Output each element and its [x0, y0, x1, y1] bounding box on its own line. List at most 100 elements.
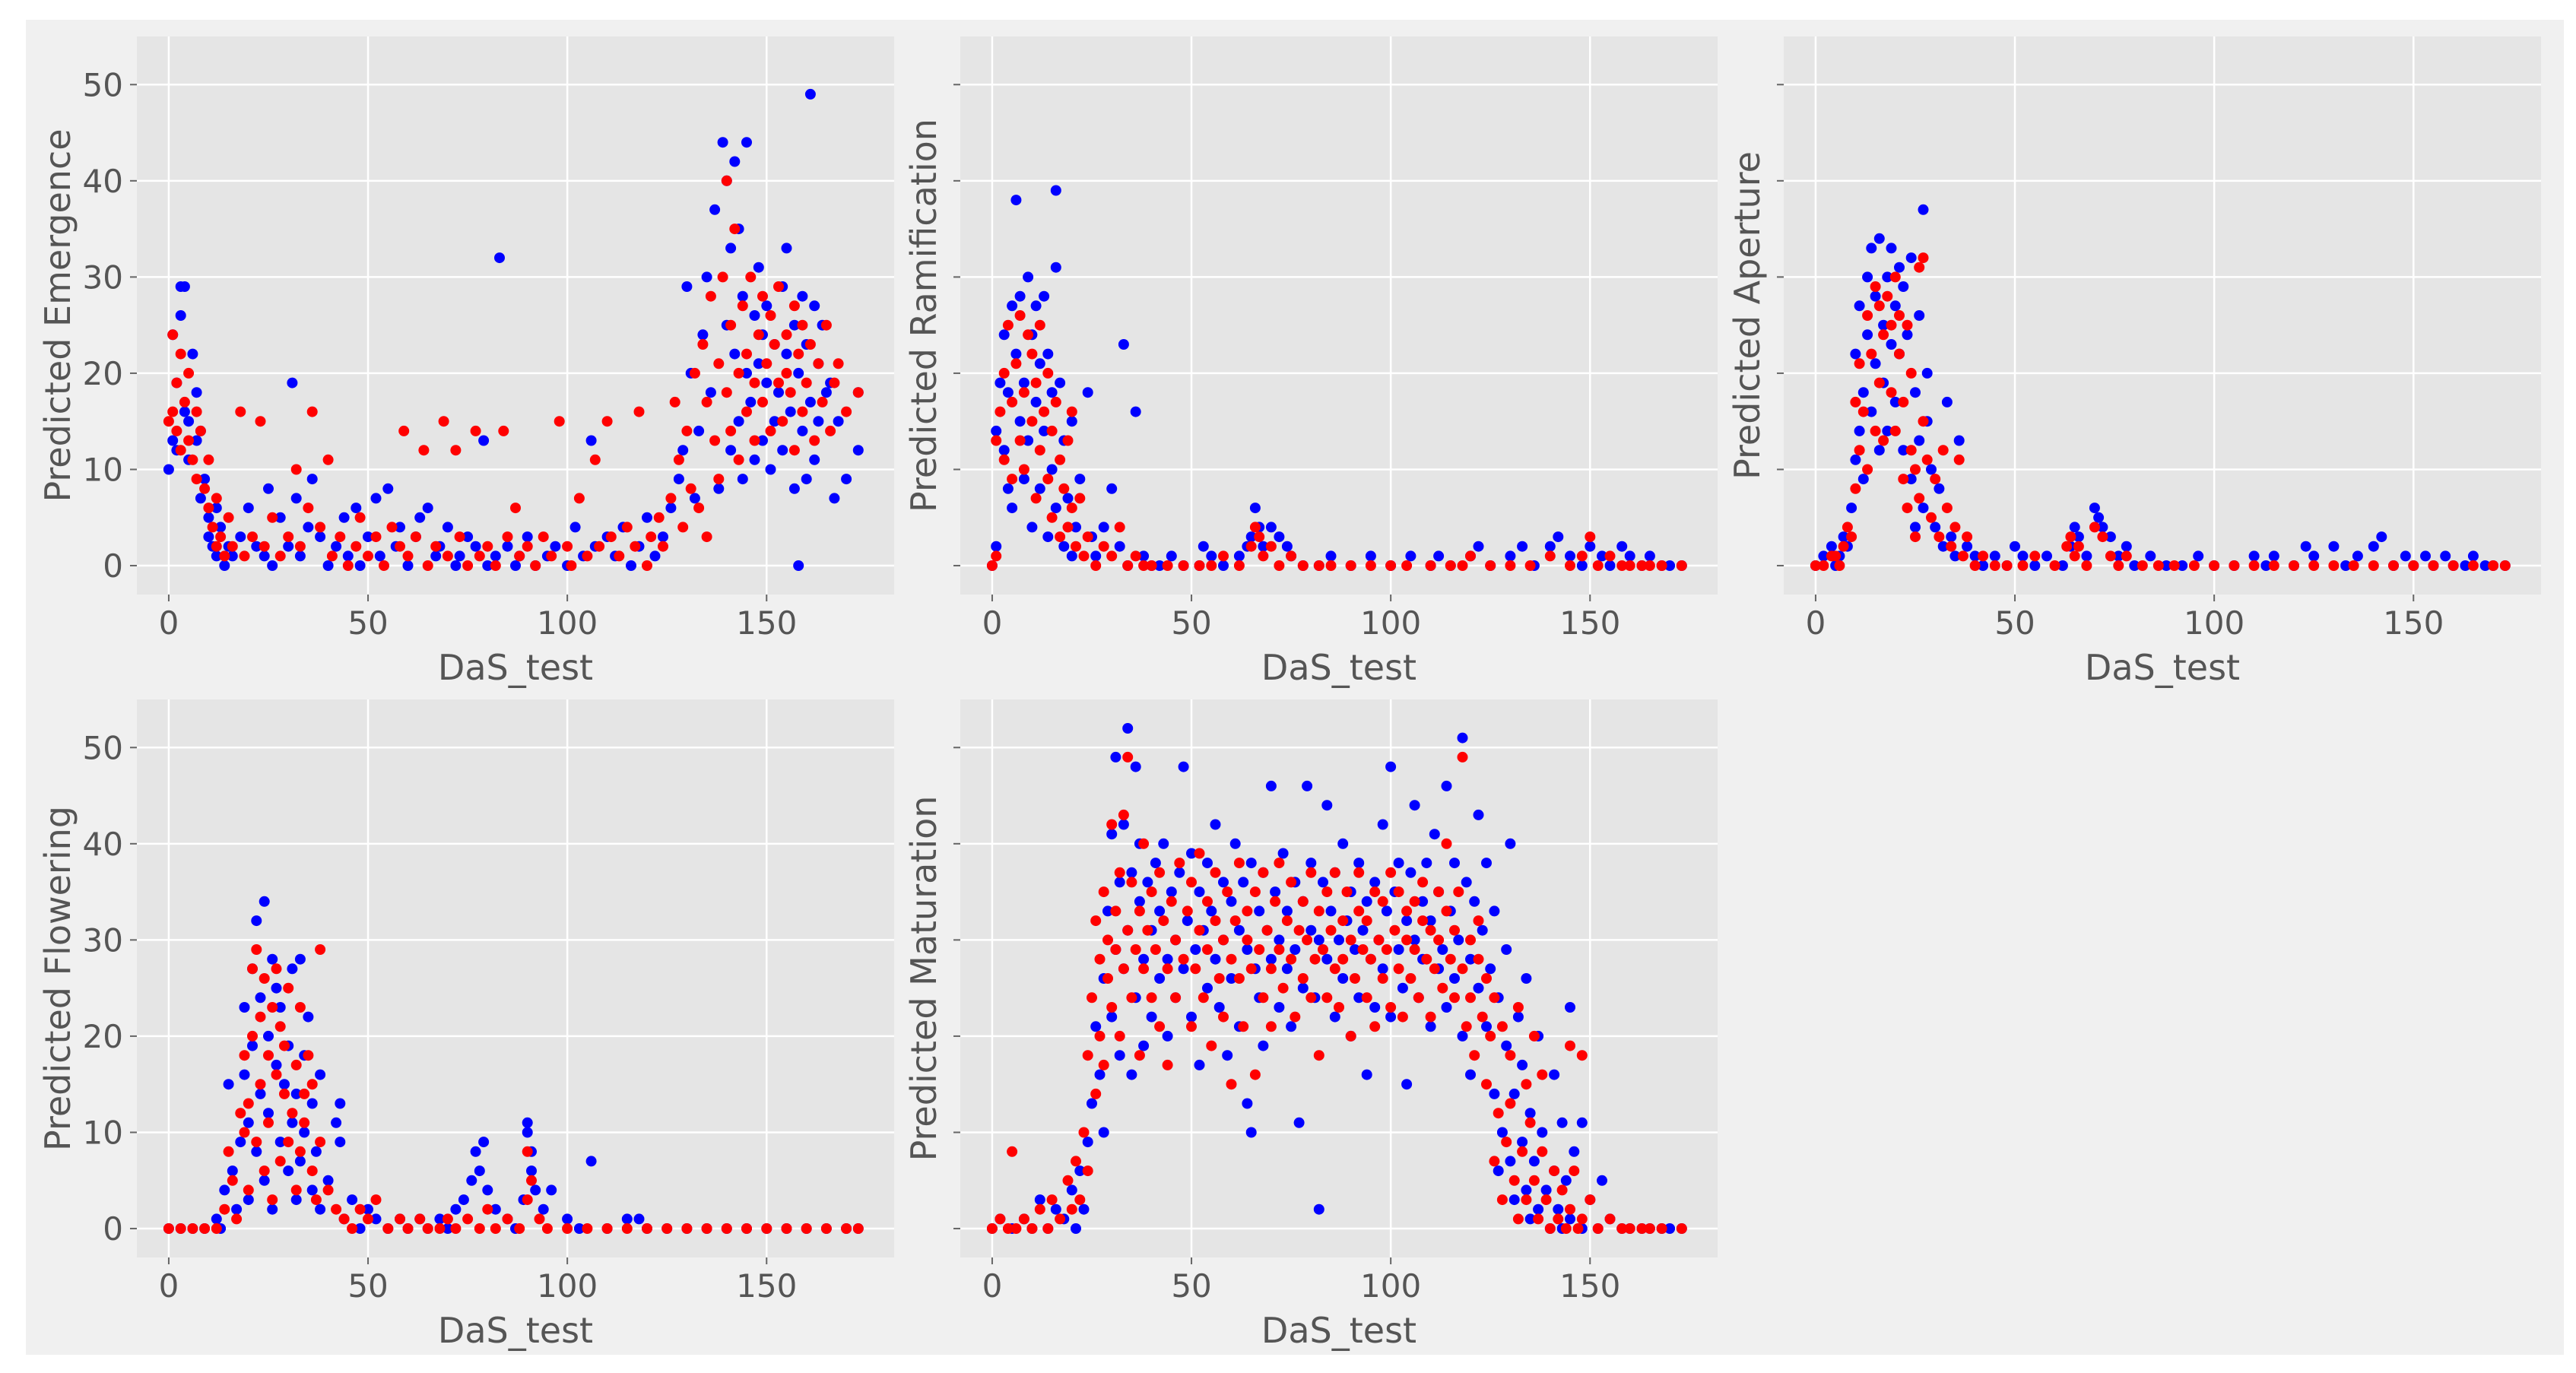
point-blue [1174, 867, 1185, 878]
point-blue [315, 531, 326, 543]
point-red [1918, 252, 1929, 264]
point-blue [1050, 185, 1061, 196]
y-axis-label: Predicted Flowering [37, 806, 78, 1151]
point-blue [219, 560, 230, 571]
point-blue [243, 1117, 254, 1128]
x-tick-label: 150 [1559, 604, 1620, 642]
y-tick-label: 30 [83, 921, 123, 959]
point-red [1461, 1021, 1472, 1032]
point-blue [1882, 271, 1893, 283]
point-blue [1026, 522, 1038, 533]
point-red [255, 1011, 266, 1023]
point-red [1002, 1223, 1014, 1234]
point-blue [1150, 858, 1161, 869]
point-red [1229, 915, 1241, 927]
point-blue [1517, 541, 1528, 552]
point-blue [255, 992, 266, 1004]
point-red [1233, 973, 1245, 984]
point-red [1297, 560, 1309, 571]
point-blue [306, 1184, 318, 1196]
point-red [1353, 867, 1365, 878]
point-red [1258, 992, 1269, 1004]
point-blue [1178, 963, 1189, 975]
point-blue [1393, 858, 1404, 869]
point-red [1002, 319, 1014, 331]
point-red [1118, 809, 1129, 820]
point-red [801, 377, 812, 388]
point-red [1142, 924, 1153, 936]
point-red [1918, 416, 1929, 427]
point-blue [1329, 1011, 1340, 1023]
point-blue [1018, 377, 1029, 388]
point-red [721, 175, 732, 186]
point-blue [1162, 953, 1173, 965]
point-red [223, 512, 234, 523]
point-blue [1905, 252, 1917, 264]
point-blue [1050, 1203, 1061, 1215]
point-blue [2073, 531, 2084, 543]
point-blue [1889, 396, 1901, 407]
point-red [1905, 445, 1917, 456]
point-red [1066, 503, 1077, 514]
point-red [1846, 531, 1857, 543]
subplot-predicted-emergence: 0 50 100 150 0 10 20 30 40 50 DaS_test Predicted Em… [37, 36, 894, 688]
point-blue [1114, 541, 1125, 552]
point-blue [283, 1165, 294, 1177]
point-red [274, 1156, 286, 1167]
point-blue [841, 474, 852, 485]
point-red [263, 1050, 274, 1061]
point-red [386, 522, 398, 533]
point-blue [585, 1156, 597, 1167]
point-blue [741, 367, 752, 379]
point-red [1512, 1002, 1524, 1013]
point-blue [1962, 541, 1973, 552]
point-red [1676, 560, 1687, 571]
point-red [514, 1223, 525, 1234]
point-red [1656, 560, 1667, 571]
point-blue [227, 550, 238, 562]
point-red [1162, 1059, 1173, 1070]
point-red [1058, 483, 1070, 494]
point-blue [2400, 550, 2411, 562]
point-red [1106, 819, 1118, 830]
point-blue [673, 474, 684, 485]
point-red [2152, 560, 2164, 571]
point-red [1305, 992, 1317, 1004]
point-red [1098, 541, 1109, 552]
point-red [1350, 973, 1360, 984]
point-red [1978, 550, 1989, 562]
point-blue [1473, 982, 1484, 994]
point-red [1377, 896, 1388, 907]
point-red [1090, 915, 1102, 927]
y-tick-label: 40 [83, 163, 123, 200]
point-blue [259, 550, 270, 562]
point-blue [1505, 1156, 1516, 1167]
point-blue [1023, 271, 1034, 283]
point-red [1233, 858, 1245, 869]
point-red [1449, 992, 1460, 1004]
point-red [1126, 877, 1137, 888]
point-blue [167, 435, 179, 446]
point-blue [809, 454, 820, 465]
point-red [342, 560, 354, 571]
point-red [1569, 1165, 1580, 1177]
point-red [1838, 541, 1849, 552]
point-blue [267, 953, 278, 965]
point-blue [1162, 1030, 1173, 1042]
point-red [1110, 905, 1121, 917]
point-red [1178, 953, 1189, 965]
point-red [725, 425, 737, 436]
axes-background [137, 699, 894, 1257]
point-blue [259, 896, 270, 907]
point-red [2268, 560, 2279, 571]
point-blue [1206, 550, 1217, 562]
subplot-predicted-maturation: 0 50 100 150 DaS_test Predicted Maturation [903, 699, 1718, 1351]
point-blue [354, 560, 366, 571]
point-red [753, 329, 764, 341]
point-red [1210, 867, 1221, 878]
point-red [1213, 973, 1225, 984]
point-red [1441, 838, 1452, 849]
point-blue [1524, 1108, 1536, 1119]
point-red [171, 425, 182, 436]
point-blue [251, 541, 262, 552]
